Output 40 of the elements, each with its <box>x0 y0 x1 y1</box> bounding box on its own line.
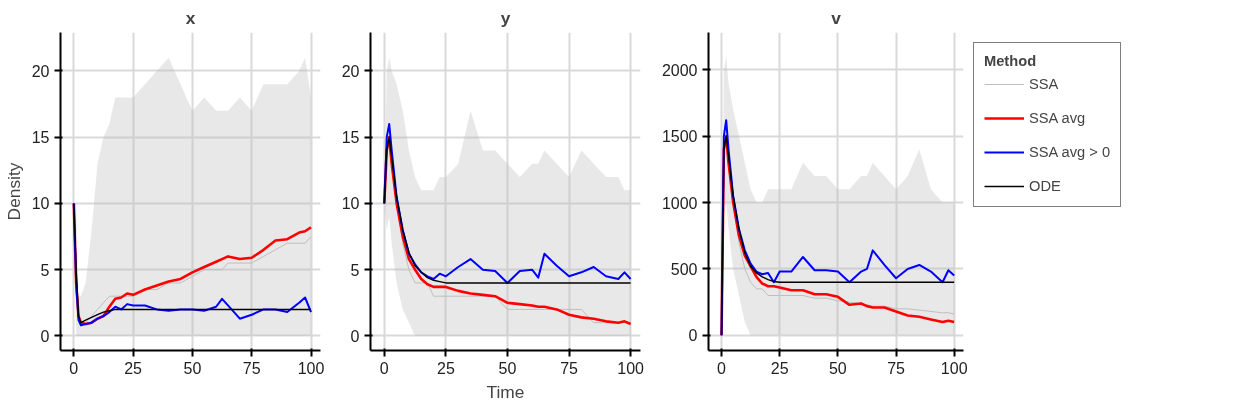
y-tick-label: 15 <box>31 129 50 147</box>
y-tick-label: 1000 <box>661 194 698 212</box>
y-axis-title: Density <box>3 162 24 221</box>
x-tick-label: 75 <box>242 359 261 377</box>
x-tick-label: 100 <box>617 359 645 377</box>
y-tick-label: 2000 <box>661 61 698 79</box>
y-tick-label: 15 <box>341 129 360 147</box>
y-tick-label: 500 <box>670 260 698 278</box>
y-tick-label: 5 <box>350 261 360 279</box>
x-tick-label: 0 <box>717 359 727 377</box>
y-tick-label: 0 <box>688 327 698 345</box>
y-tick-label: 0 <box>350 327 360 345</box>
y-tick-label: 10 <box>341 195 360 213</box>
y-tick-label: 5 <box>40 261 50 279</box>
x-tick-label: 0 <box>69 359 79 377</box>
legend-title: Method <box>984 53 1038 69</box>
legend-label: SSA <box>1029 76 1059 92</box>
legend-label: SSA avg > 0 <box>1029 144 1111 160</box>
chart-title: x <box>185 7 196 28</box>
x-tick-label: 50 <box>183 359 202 377</box>
chart-title: v <box>831 7 842 28</box>
x-tick-label: 75 <box>560 359 579 377</box>
y-tick-label: 10 <box>31 195 50 213</box>
x-tick-label: 100 <box>297 359 325 377</box>
y-tick-label: 1500 <box>661 128 698 146</box>
x-tick-label: 25 <box>436 359 455 377</box>
x-tick-label: 0 <box>379 359 389 377</box>
x-tick-label: 100 <box>940 359 968 377</box>
chart-title: y <box>500 7 511 28</box>
x-axis-title: Time <box>486 381 525 402</box>
y-tick-label: 20 <box>341 62 360 80</box>
x-tick-label: 25 <box>124 359 143 377</box>
y-tick-label: 20 <box>31 62 50 80</box>
x-tick-label: 50 <box>498 359 517 377</box>
y-tick-label: 0 <box>40 327 50 345</box>
x-tick-label: 75 <box>887 359 906 377</box>
x-tick-label: 25 <box>770 359 789 377</box>
x-tick-label: 50 <box>828 359 847 377</box>
legend-label: SSA avg <box>1029 110 1086 126</box>
legend-label: ODE <box>1029 178 1061 194</box>
